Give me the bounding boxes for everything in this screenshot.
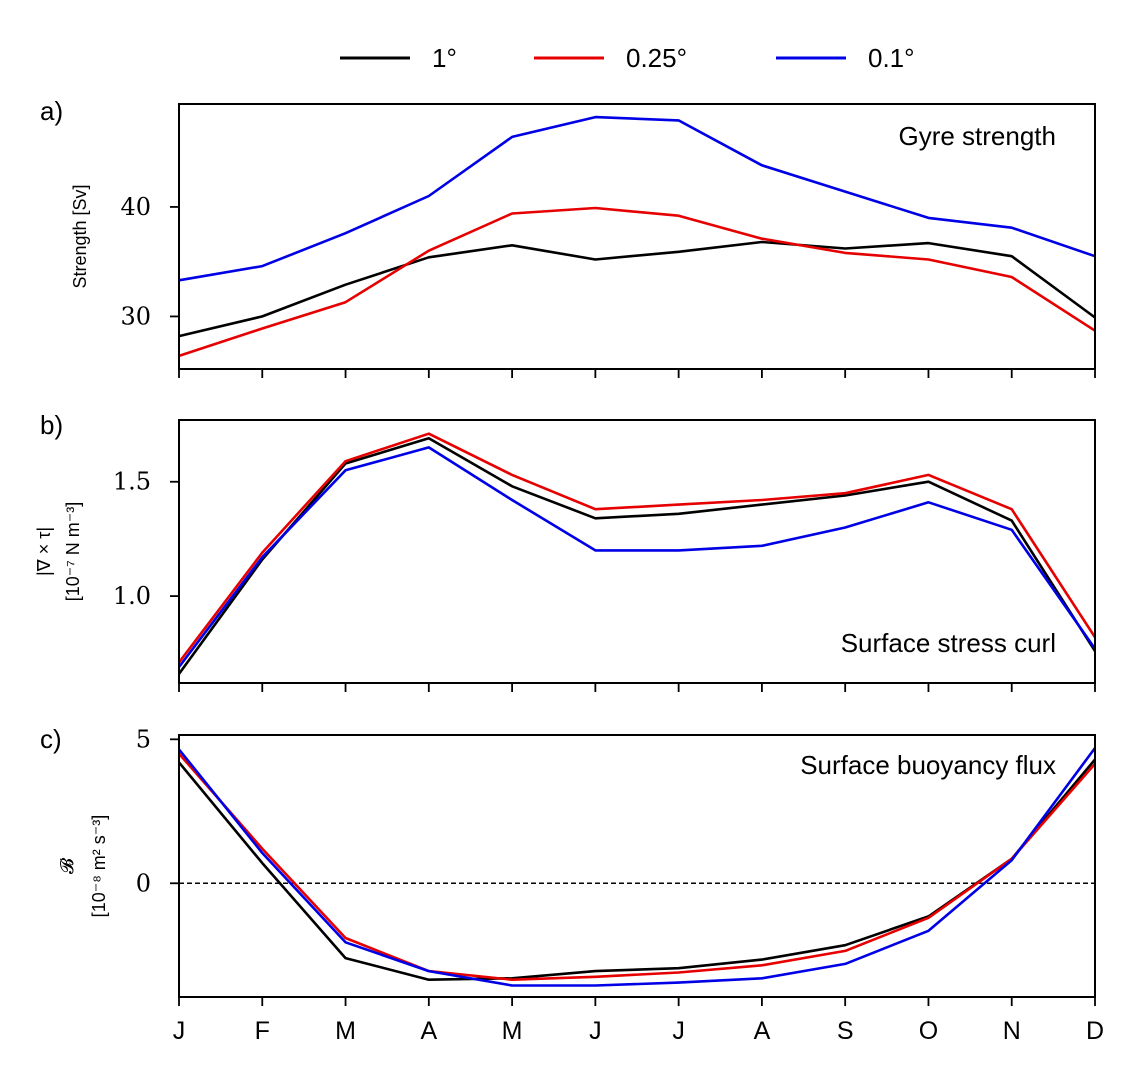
series-line <box>177 747 1097 987</box>
y-axis-label: 𝓑 <box>57 857 77 874</box>
x-tick-label: S <box>837 1017 854 1045</box>
axes-frame <box>178 103 1096 370</box>
panel-letter: a) <box>40 96 63 126</box>
y-tick-label: 30 <box>120 302 151 330</box>
legend-label: 0.25° <box>626 43 687 73</box>
series-line <box>177 758 1096 982</box>
y-tick-label: 5 <box>136 725 151 753</box>
y-tick-label: 0 <box>136 869 151 897</box>
y-axis-label: |∇ × τ| <box>34 527 54 576</box>
panel-title: Surface buoyancy flux <box>800 750 1056 780</box>
series-line <box>178 240 1096 338</box>
chart-panels: 30 40 a) Gyre strength Strength [Sv] 1.0 1.5 b)… <box>34 96 1104 1045</box>
y-tick-label: 1.5 <box>113 468 151 496</box>
x-tick-label: O <box>919 1017 938 1045</box>
y-tick-label: 40 <box>120 193 151 221</box>
x-tick-label: A <box>420 1017 437 1045</box>
y-axis-label: Strength [Sv] <box>70 184 90 288</box>
legend-label: 0.1° <box>868 43 915 73</box>
series-line <box>178 206 1096 358</box>
series-line <box>177 436 1097 675</box>
series-line <box>178 115 1096 282</box>
y-axis-label: [10⁻⁷ N m⁻³] <box>63 502 83 602</box>
series-line <box>178 752 1096 982</box>
x-tick-label: F <box>255 1017 270 1045</box>
chart-panel: 1.0 1.5 b) Surface stress curl |∇ × τ| [10⁻⁷ … <box>34 410 1097 692</box>
series-line <box>177 432 1097 664</box>
x-tick-label: N <box>1003 1017 1021 1045</box>
legend-label: 1° <box>432 43 457 73</box>
chart-panel: 30 40 a) Gyre strength Strength [Sv] <box>40 96 1096 378</box>
panel-letter: c) <box>40 724 62 754</box>
x-tick-label: M <box>335 1017 356 1045</box>
series-line <box>177 446 1097 668</box>
axes-frame <box>178 419 1096 684</box>
x-tick-label: D <box>1086 1017 1104 1045</box>
legend: 1° 0.25° 0.1° <box>340 43 915 73</box>
x-tick-label: A <box>754 1017 771 1045</box>
x-tick-label: M <box>502 1017 523 1045</box>
panel-title: Surface stress curl <box>841 628 1056 658</box>
panel-title: Gyre strength <box>898 121 1056 151</box>
axes-frame <box>178 734 1096 998</box>
y-axis-label: [10⁻⁸ m² s⁻³] <box>89 815 109 918</box>
y-tick-label: 1.0 <box>113 582 151 610</box>
chart-panel: J F M A M J J A S O N D 0 5 c) Surface buoyancy flux 𝓑 [1… <box>40 724 1104 1045</box>
x-tick-label: J <box>589 1017 602 1045</box>
x-tick-label: J <box>672 1017 685 1045</box>
x-tick-label: J <box>173 1017 186 1045</box>
panel-letter: b) <box>40 410 63 440</box>
